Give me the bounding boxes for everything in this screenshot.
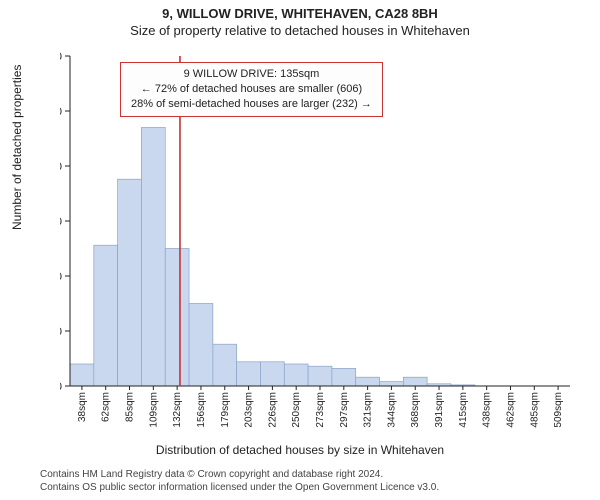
title-block: 9, WILLOW DRIVE, WHITEHAVEN, CA28 8BH Si… bbox=[0, 0, 600, 38]
histogram-bar bbox=[260, 362, 284, 386]
histogram-bar bbox=[237, 362, 261, 386]
histogram-bar bbox=[284, 364, 308, 386]
annotation-box: 9 WILLOW DRIVE: 135sqm ← 72% of detached… bbox=[120, 62, 383, 117]
x-tick-label: 132sqm bbox=[172, 392, 183, 428]
x-tick-label: 250sqm bbox=[291, 392, 302, 428]
svg-text:250: 250 bbox=[60, 106, 62, 118]
histogram-bar bbox=[94, 245, 118, 386]
x-tick-label: 509sqm bbox=[553, 392, 564, 428]
histogram-bar bbox=[380, 382, 404, 386]
x-tick-label: 203sqm bbox=[244, 392, 255, 428]
svg-text:0: 0 bbox=[60, 381, 62, 393]
histogram-bar bbox=[308, 366, 332, 386]
histogram-bar bbox=[403, 377, 427, 386]
x-tick-label: 38sqm bbox=[77, 392, 88, 422]
x-tick-label: 344sqm bbox=[386, 392, 397, 428]
histogram-bar bbox=[332, 368, 356, 386]
histogram-bar bbox=[70, 364, 94, 386]
address-title: 9, WILLOW DRIVE, WHITEHAVEN, CA28 8BH bbox=[0, 6, 600, 21]
histogram-bar bbox=[213, 344, 237, 386]
x-tick-label: 179sqm bbox=[220, 392, 231, 428]
svg-text:200: 200 bbox=[60, 161, 62, 173]
x-tick-label: 462sqm bbox=[505, 392, 516, 428]
x-axis-label: Distribution of detached houses by size … bbox=[0, 443, 600, 457]
histogram-bar bbox=[118, 179, 142, 386]
caption-block: Contains HM Land Registry data © Crown c… bbox=[40, 469, 590, 494]
x-tick-label: 368sqm bbox=[410, 392, 421, 428]
svg-text:50: 50 bbox=[60, 326, 62, 338]
annotation-line-2: ← 72% of detached houses are smaller (60… bbox=[131, 82, 372, 97]
histogram-bar bbox=[165, 249, 189, 387]
annotation-line-3: 28% of semi-detached houses are larger (… bbox=[131, 97, 372, 112]
svg-text:300: 300 bbox=[60, 51, 62, 63]
y-axis-label: Number of detached properties bbox=[10, 65, 24, 230]
histogram-bar bbox=[189, 304, 213, 387]
x-tick-label: 321sqm bbox=[363, 392, 374, 428]
x-tick-label: 391sqm bbox=[434, 392, 445, 428]
x-tick-label: 485sqm bbox=[529, 392, 540, 428]
x-tick-label: 62sqm bbox=[101, 392, 112, 422]
x-tick-label: 297sqm bbox=[339, 392, 350, 428]
caption-line-1: Contains HM Land Registry data © Crown c… bbox=[40, 469, 590, 482]
chart-subtitle: Size of property relative to detached ho… bbox=[0, 23, 600, 38]
x-tick-label: 109sqm bbox=[148, 392, 159, 428]
histogram-bar bbox=[141, 128, 165, 387]
histogram-bar bbox=[356, 377, 380, 386]
x-tick-label: 226sqm bbox=[267, 392, 278, 428]
x-tick-label: 273sqm bbox=[315, 392, 326, 428]
x-tick-label: 85sqm bbox=[125, 392, 136, 422]
svg-text:150: 150 bbox=[60, 216, 62, 228]
annotation-line-1: 9 WILLOW DRIVE: 135sqm bbox=[131, 67, 372, 82]
x-tick-label: 438sqm bbox=[482, 392, 493, 428]
svg-text:100: 100 bbox=[60, 271, 62, 283]
x-tick-label: 415sqm bbox=[458, 392, 469, 428]
x-tick-label: 156sqm bbox=[196, 392, 207, 428]
chart-container: 9, WILLOW DRIVE, WHITEHAVEN, CA28 8BH Si… bbox=[0, 0, 600, 500]
caption-line-2: Contains OS public sector information li… bbox=[40, 482, 590, 495]
